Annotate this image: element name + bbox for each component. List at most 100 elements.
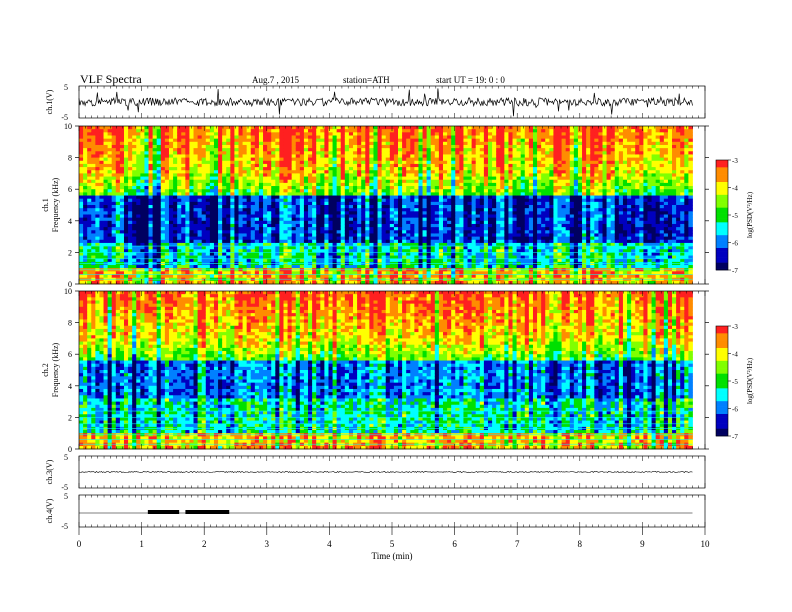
spectrogram-cell [333,227,337,231]
spectrogram-cell [463,224,467,228]
spectrogram-cell [406,259,410,263]
spectrogram-cell [144,208,148,212]
spectrogram-cell [382,129,386,133]
spectrogram-cell [288,180,292,184]
spectrogram-cell [378,154,382,158]
spectrogram-cell [468,233,472,237]
spectrogram-cell [189,211,193,215]
spectrogram-cell [214,158,218,162]
spectrogram-cell [410,180,414,184]
spectrogram-cell [373,240,377,244]
spectrogram-cell [296,199,300,203]
spectrogram-cell [194,199,198,203]
spectrogram-cell [169,237,173,241]
spectrogram-cell [181,221,185,225]
spectrogram-cell [418,145,422,149]
spectrogram-cell [378,145,382,149]
spectrogram-cell [165,148,169,152]
spectrogram-cell [136,154,140,158]
spectrogram-cell [283,129,287,133]
spectrogram-cell [104,205,108,209]
spectrogram-cell [427,208,431,212]
spectrogram-cell [279,170,283,174]
spectrogram-cell [112,208,116,212]
spectrogram-cell [451,170,455,174]
spectrogram-cell [300,186,304,190]
spectrogram-cell [283,214,287,218]
spectrogram-cell [279,275,283,279]
spectrogram-cell [410,183,414,187]
spectrogram-cell [259,259,263,263]
spectrogram-cell [120,142,124,146]
spectrogram-cell [472,230,476,234]
spectrogram-cell [414,139,418,143]
spectrogram-cell [87,230,91,234]
spectrogram-cell [390,275,394,279]
spectrogram-cell [91,252,95,256]
spectrogram-cell [169,218,173,222]
spectrogram-cell [296,214,300,218]
spectrogram-cell [226,252,230,256]
spectrogram-cell [369,246,373,250]
spectrogram-cell [173,189,177,193]
spectrogram-cell [418,158,422,162]
spectrogram-cell [165,177,169,181]
spectrogram-cell [153,218,157,222]
spectrogram-cell [435,252,439,256]
spectrogram-cell [79,211,83,215]
spectrogram-cell [169,224,173,228]
spectrogram-cell [239,221,243,225]
spectrogram-cell [476,173,480,177]
spectrogram-cell [214,183,218,187]
spectrogram-cell [124,275,128,279]
spectrogram-cell [239,259,243,263]
spectrogram-cell [230,145,234,149]
spectrogram-cell [324,275,328,279]
spectrogram-cell [414,265,418,269]
spectrogram-cell [99,154,103,158]
spectrogram-cell [194,202,198,206]
spectrogram-cell [91,218,95,222]
spectrogram-cell [112,246,116,250]
spectrogram-cell [104,211,108,215]
spectrogram-cell [476,246,480,250]
spectrogram-cell [271,192,275,196]
spectrogram-cell [157,237,161,241]
spectrogram-cell [251,224,255,228]
spectrogram-cell [288,221,292,225]
spectrogram-cell [108,186,112,190]
spectrogram-cell [316,186,320,190]
spectrogram-cell [206,246,210,250]
spectrogram-cell [153,211,157,215]
spectrogram-cell [423,148,427,152]
spectrogram-cell [87,154,91,158]
spectrogram-cell [124,167,128,171]
spectrogram-cell [451,154,455,158]
spectrogram-cell [153,227,157,231]
spectrogram-cell [390,214,394,218]
spectrogram-cell [443,259,447,263]
spectrogram-cell [423,265,427,269]
spectrogram-cell [239,151,243,155]
spectrogram-cell [300,208,304,212]
spectrogram-cell [308,173,312,177]
spectrogram-cell [206,265,210,269]
spectrogram-cell [144,196,148,200]
spectrogram-cell [116,265,120,269]
spectrogram-cell [226,189,230,193]
spectrogram-cell [239,126,243,130]
spectrogram-cell [423,275,427,279]
spectrogram-cell [324,161,328,165]
spectrogram-cell [234,183,238,187]
spectrogram-cell [328,246,332,250]
spectrogram-cell [173,259,177,263]
spectrogram-cell [447,221,451,225]
spectrogram-cell [373,148,377,152]
spectrogram-cell [267,132,271,136]
spectrogram-cell [218,240,222,244]
spectrogram-cell [259,173,263,177]
spectrogram-cell [120,196,124,200]
spectrogram-cell [251,151,255,155]
spectrogram-cell [169,230,173,234]
spectrogram-cell [394,211,398,215]
